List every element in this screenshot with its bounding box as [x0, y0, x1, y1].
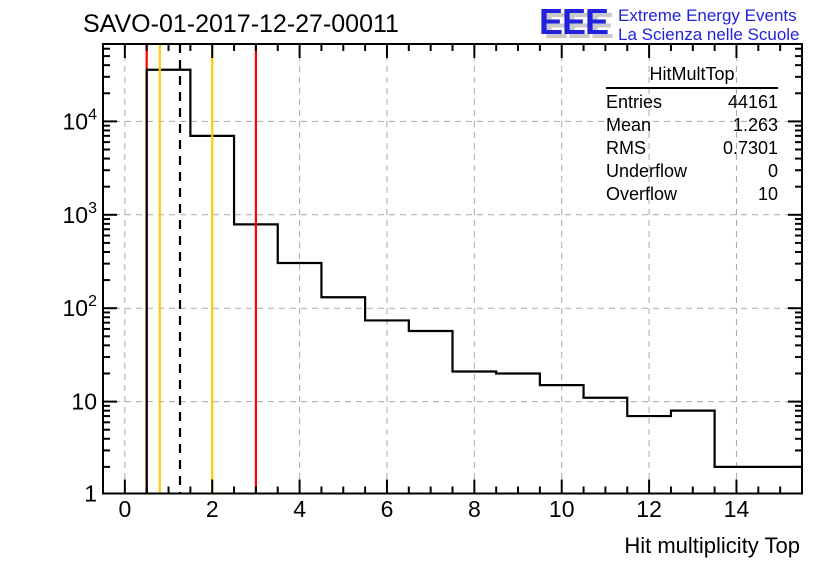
plot-title: SAVO-01-2017-12-27-00011 [83, 10, 399, 38]
y-tick-label: 1 [84, 481, 97, 507]
stats-row-label: Underflow [606, 161, 688, 181]
stats-row-value: 1.263 [732, 115, 778, 135]
stats-row-value: 0 [767, 161, 778, 181]
eee-logo-taglines: Extreme Energy Events La Scienza nelle S… [618, 6, 799, 44]
x-tick-label: 0 [118, 496, 131, 522]
stats-box-rows: Entries 44161 Mean 1.263 RMS 0.7301 Underflow 0… [606, 91, 778, 206]
stats-row: Entries 44161 [606, 91, 778, 114]
x-tick-label: 14 [724, 496, 750, 522]
x-tick-label: 4 [293, 496, 306, 522]
x-tick-label: 2 [206, 496, 219, 522]
y-tick-label: 104 [63, 106, 98, 134]
stats-box: HitMultTop Entries 44161 Mean 1.263 RMS 0.730… [606, 64, 778, 206]
stats-row-label: RMS [606, 138, 646, 158]
stats-row-label: Entries [606, 92, 663, 112]
stats-row: Mean 1.263 [606, 114, 778, 137]
logo-tagline-1: Extreme Energy Events [618, 6, 797, 25]
stats-row: RMS 0.7301 [606, 137, 778, 160]
stats-row: Overflow 10 [606, 183, 778, 206]
x-tick-label: 12 [636, 496, 662, 522]
histogram-step-line [145, 68, 802, 494]
logo-tagline-2: La Scienza nelle Scuole [618, 25, 800, 44]
x-tick-label: 10 [549, 496, 575, 522]
y-tick-label: 10 [71, 389, 97, 415]
stats-row: Underflow 0 [606, 160, 778, 183]
y-tick-label: 103 [63, 200, 98, 228]
stats-row-label: Mean [606, 115, 652, 135]
stats-row-value: 44161 [727, 92, 778, 112]
x-tick-label: 8 [468, 496, 481, 522]
x-axis-title: Hit multiplicity Top [624, 533, 800, 558]
stats-box-title: HitMultTop [606, 64, 778, 89]
stats-row-label: Overflow [606, 184, 678, 204]
stats-row-value: 10 [757, 184, 778, 204]
x-tick-label: 6 [381, 496, 394, 522]
eee-logo-text: EEE [539, 1, 609, 42]
y-tick-label: 102 [63, 293, 98, 321]
eee-logo: EEE Extreme Energy Events La Scienza nel… [539, 1, 800, 45]
stats-row-value: 0.7301 [722, 138, 778, 158]
